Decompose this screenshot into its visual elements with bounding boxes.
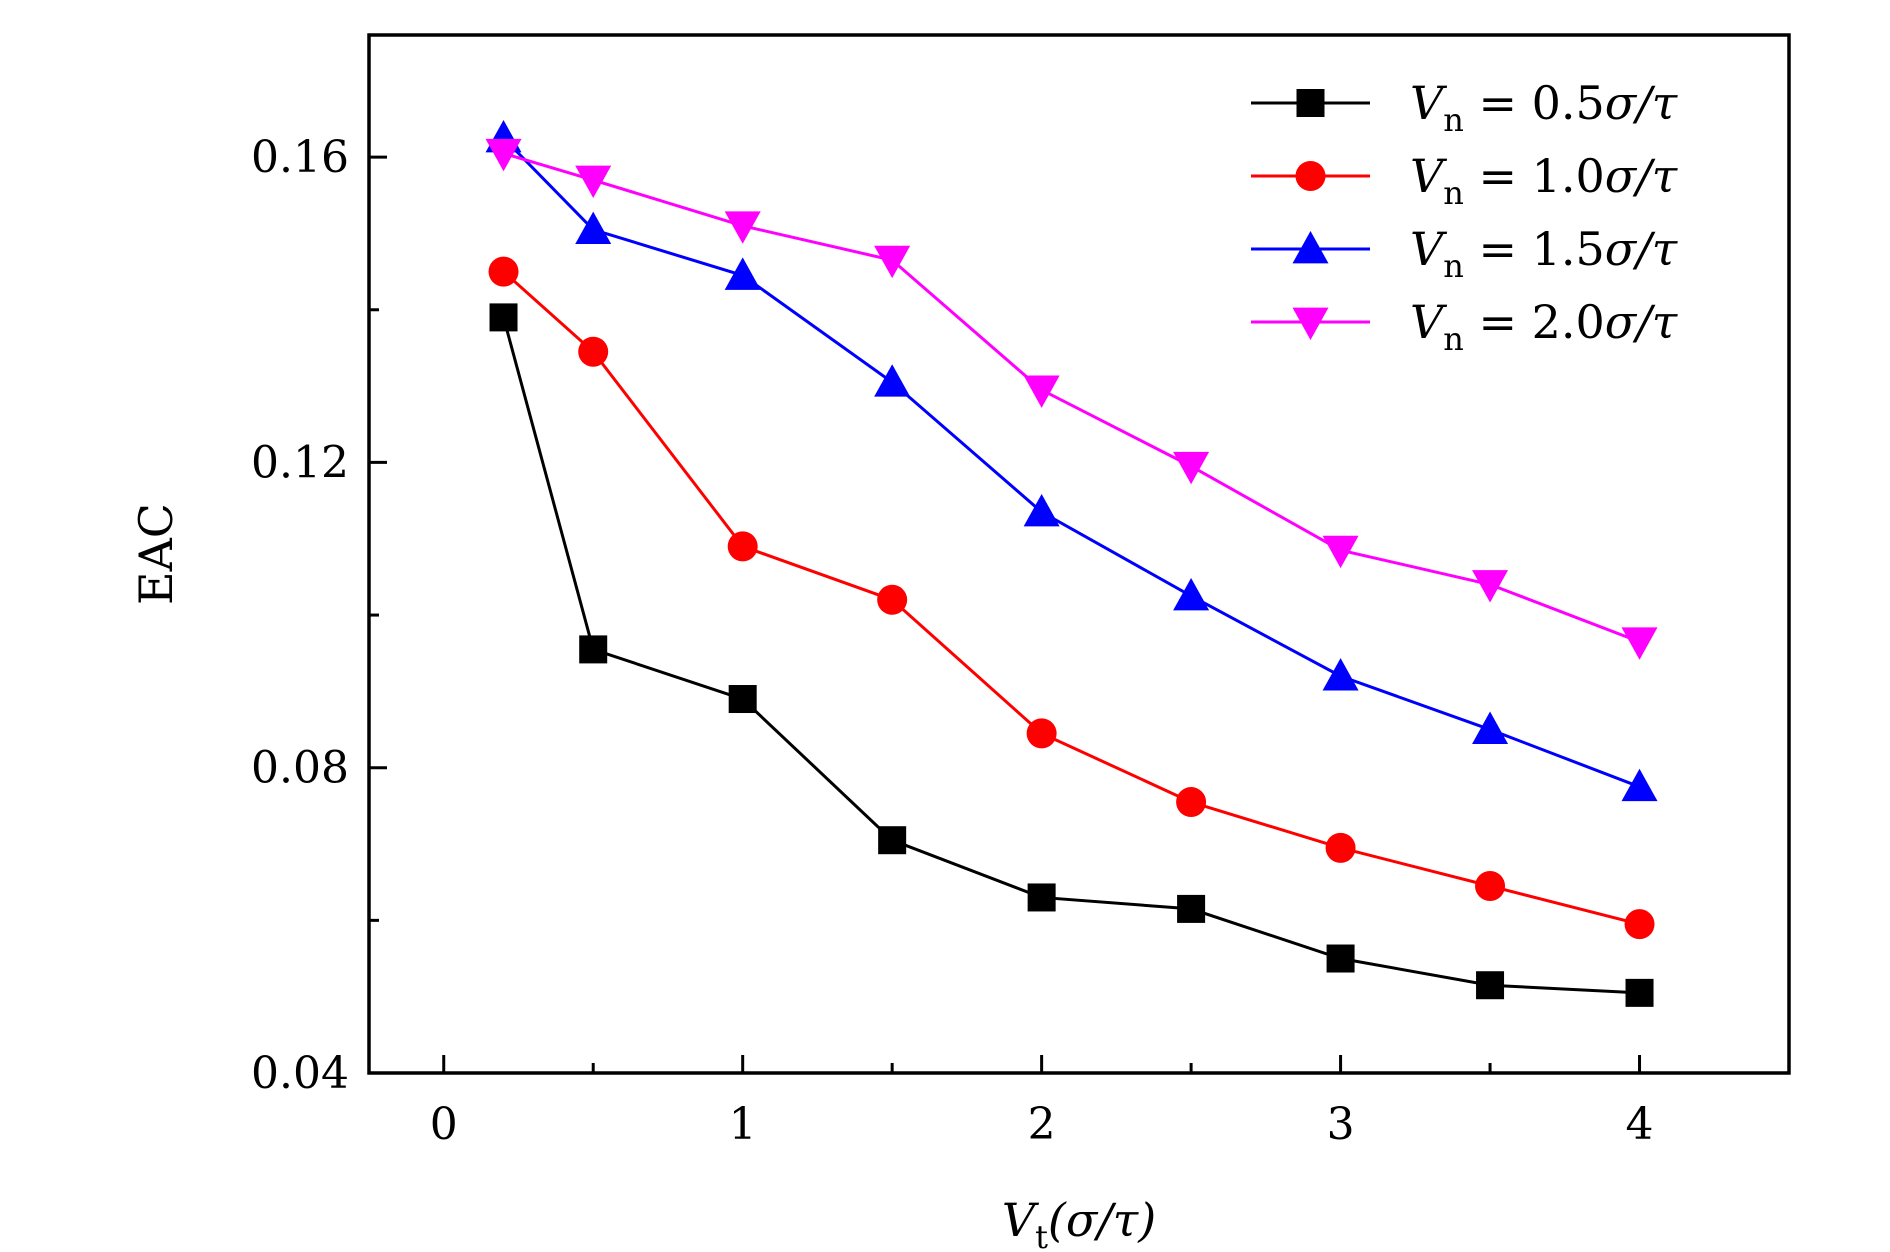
legend: Vn = 0.5σ/τ Vn = 1.0σ/τ Vn = 1.5σ/τ Vn = 2.… — [1251, 76, 1679, 358]
legend-label: Vn = 1.0σ/τ — [1410, 149, 1679, 212]
data-point — [1621, 768, 1658, 802]
legend-item-2: Vn = 1.0σ/τ — [1251, 149, 1679, 212]
data-point — [1325, 832, 1356, 863]
y-tick-label: 0.04 — [251, 1048, 349, 1099]
series-3 — [485, 120, 1658, 802]
legend-item-3: Vn = 1.5σ/τ — [1251, 222, 1679, 285]
data-point — [874, 364, 911, 397]
x-tick-label: 2 — [1028, 1099, 1056, 1150]
y-tick-label: 0.16 — [251, 132, 349, 183]
data-point — [1624, 909, 1655, 940]
data-point — [1027, 883, 1056, 912]
data-point — [1472, 711, 1509, 744]
legend-item-1: Vn = 0.5σ/τ — [1251, 76, 1679, 139]
data-point — [1625, 978, 1654, 1007]
data-point — [489, 303, 518, 332]
data-point — [877, 584, 908, 615]
data-point — [727, 531, 758, 562]
series-4 — [485, 138, 1658, 660]
y-tick-label: 0.12 — [251, 437, 349, 488]
data-point — [1176, 787, 1207, 818]
x-axis-title-var: V — [1002, 1193, 1040, 1247]
data-point — [485, 138, 522, 172]
legend-marker — [1295, 161, 1326, 191]
legend-label: Vn = 1.5σ/τ — [1410, 222, 1679, 285]
data-point — [1177, 894, 1206, 923]
data-point — [874, 245, 911, 279]
data-point — [724, 257, 761, 290]
data-point — [578, 336, 609, 367]
data-point — [1322, 535, 1359, 569]
data-point — [575, 165, 612, 199]
series-line — [502, 317, 1640, 995]
data-point — [1326, 944, 1355, 973]
series-line — [502, 270, 1640, 926]
x-axis-title-sub: t — [1035, 1218, 1048, 1252]
data-point — [1621, 627, 1658, 660]
data-point — [1023, 494, 1060, 527]
legend-marker — [1292, 231, 1329, 264]
y-tick-label: 0.08 — [251, 743, 349, 794]
y-axis-title: EAC — [129, 503, 183, 605]
legend-item-4: Vn = 2.0σ/τ — [1251, 295, 1679, 358]
x-tick-label: 4 — [1626, 1099, 1654, 1150]
x-tick-label: 0 — [430, 1099, 458, 1150]
data-point — [1472, 570, 1509, 603]
data-point — [1476, 971, 1505, 1000]
x-axis-title: Vt(σ/τ) — [1002, 1193, 1156, 1252]
legend-label: Vn = 2.0σ/τ — [1410, 295, 1679, 358]
x-tick-label: 3 — [1327, 1099, 1355, 1150]
data-point — [1173, 577, 1210, 611]
axis-ticks: 0 1 2 3 4 0.04 0.08 0.12 0.16 — [251, 132, 1653, 1150]
legend-label: Vn = 0.5σ/τ — [1410, 76, 1679, 139]
data-point — [1173, 451, 1210, 485]
x-tick-label: 1 — [729, 1099, 757, 1150]
series-2 — [488, 256, 1655, 940]
legend-marker — [1292, 307, 1329, 340]
x-axis-title-unit: (σ/τ) — [1048, 1193, 1156, 1247]
data-point — [728, 685, 757, 714]
series-1 — [489, 303, 1654, 1007]
data-point — [1475, 871, 1506, 902]
data-point — [1023, 375, 1060, 408]
legend-marker — [1296, 89, 1325, 117]
data-point — [1322, 658, 1359, 691]
data-point — [724, 211, 761, 244]
data-point — [488, 256, 519, 287]
data-point — [878, 826, 907, 855]
data-point — [575, 211, 612, 245]
plot-frame — [367, 33, 1791, 1075]
data-point — [1026, 718, 1057, 749]
series-layer — [485, 120, 1658, 1007]
data-point — [579, 635, 608, 664]
